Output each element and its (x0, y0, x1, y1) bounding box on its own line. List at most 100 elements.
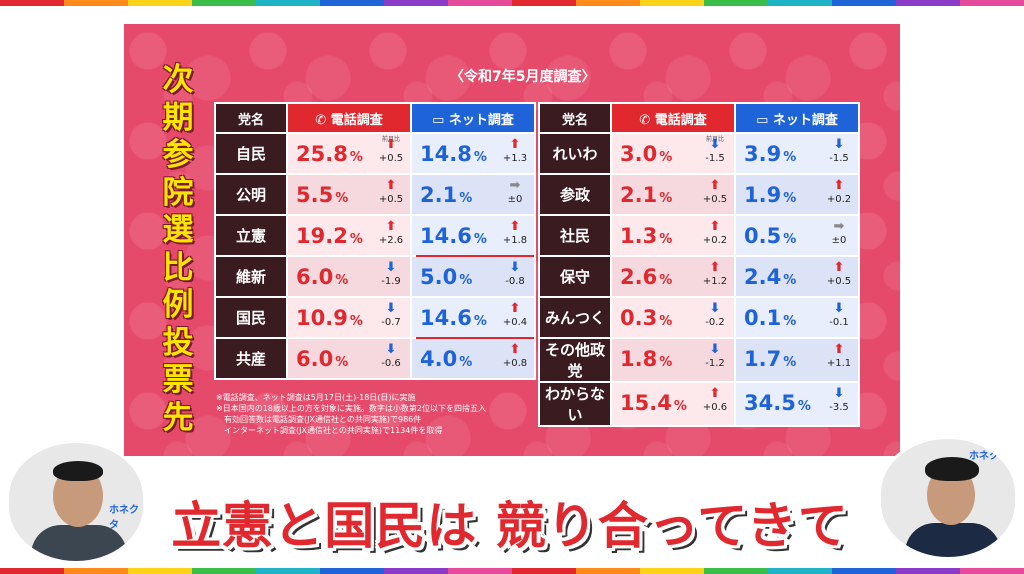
stripe-segment (64, 0, 128, 6)
phone-change: ⬆ +1.2 (702, 261, 728, 289)
phone-value-cell: 10.9% ⬇ -0.7 (288, 298, 410, 337)
party-name: れいわ (540, 134, 610, 173)
header-net-label: ネット調査 (448, 112, 514, 128)
percent-sign: % (783, 273, 797, 288)
change-note: 前月比 (381, 136, 400, 143)
percent-sign: % (349, 314, 363, 329)
stripe-segment (128, 568, 192, 574)
net-diff: -1.5 (829, 153, 849, 164)
phone-value-cell: 2.1% ⬆ +0.5 (612, 175, 734, 214)
net-percent: 2.1% (420, 183, 472, 207)
poll-table-right-body: れいわ 3.0% 前月比 ⬇ -1.5 3.9% ⬇ -1.5 参政 2.1% ⬆ +0.5 1.9% ⬆… (540, 134, 858, 425)
table-row: 社民 1.3% ⬆ +0.2 0.5% ➡ ±0 (540, 216, 858, 255)
percent-sign: % (783, 314, 797, 329)
net-change: ➡ ±0 (502, 179, 528, 207)
footnote-line: ※電話調査、ネット調査は5月17日(土)-18日(日)に実施 (216, 393, 416, 402)
guest-hair (53, 461, 103, 481)
phone-change: ⬇ -0.7 (378, 302, 404, 330)
arrow-up-icon: ⬆ (385, 137, 397, 152)
arrow-up-icon: ⬆ (509, 137, 521, 152)
arrow-down-icon: ⬇ (385, 342, 397, 357)
stripe-segment (384, 0, 448, 6)
poll-table-left-body: 自民 25.8% 前月比 ⬆ +0.5 14.8% ⬆ +1.3 公明 5.5% ⬆ +0.5 2.1%… (216, 134, 534, 378)
net-value-cell: 0.1% ⬇ -0.1 (736, 298, 858, 337)
caption-bar: 立憲と国民は 競り合ってきて (150, 486, 870, 558)
phone-diff: -0.6 (381, 358, 401, 369)
net-change: ⬇ -0.1 (826, 302, 852, 330)
phone-value-cell: 6.0% ⬇ -0.6 (288, 339, 410, 378)
net-diff: +1.1 (826, 358, 852, 369)
highlight-underline-kokumin (416, 337, 534, 339)
party-name: 社民 (540, 216, 610, 255)
net-change: ⬆ +1.1 (826, 343, 852, 371)
net-change: ⬆ +1.3 (502, 138, 528, 166)
title-char: 例 (162, 287, 194, 323)
percent-sign: % (473, 314, 487, 329)
title-char: 票 (162, 362, 194, 398)
stripe-segment (256, 568, 320, 574)
net-percent-value: 0.5 (744, 224, 782, 248)
net-value-cell: 3.9% ⬇ -1.5 (736, 134, 858, 173)
net-value-cell: 5.0% ⬇ -0.8 (412, 257, 534, 296)
phone-percent-value: 5.5 (296, 183, 334, 207)
net-percent-value: 14.6 (420, 306, 472, 330)
net-percent: 2.4% (744, 265, 796, 289)
phone-change: ⬆ +2.6 (378, 220, 404, 248)
phone-diff: +0.5 (378, 194, 404, 205)
phone-percent-value: 0.3 (620, 306, 658, 330)
percent-sign: % (473, 150, 487, 165)
percent-sign: % (659, 150, 673, 165)
host-camera-right: ホネクタ (878, 436, 1018, 560)
stripe-segment (896, 0, 960, 6)
stripe-segment (512, 0, 576, 6)
percent-sign: % (335, 273, 349, 288)
stripe-segment (960, 0, 1024, 6)
header-net-label: ネット調査 (772, 112, 838, 128)
percent-sign: % (335, 355, 349, 370)
title-char: 院 (162, 174, 194, 211)
net-percent: 14.6% (420, 306, 487, 330)
arrow-up-icon: ⬆ (509, 219, 521, 234)
table-row: 公明 5.5% ⬆ +0.5 2.1% ➡ ±0 (216, 175, 534, 214)
guest-body (31, 525, 127, 561)
net-value-cell: 14.8% ⬆ +1.3 (412, 134, 534, 173)
phone-percent-value: 6.0 (296, 347, 334, 371)
table-row: れいわ 3.0% 前月比 ⬇ -1.5 3.9% ⬇ -1.5 (540, 134, 858, 173)
poll-table-left: 党名 ✆ 電話調査 ▭ ネット調査 自民 25.8% 前月比 ⬆ +0.5 14.8% ⬆ +… (214, 102, 536, 380)
host-hair (925, 457, 979, 481)
stripe-segment (576, 0, 640, 6)
phone-change: ⬆ +0.5 (378, 179, 404, 207)
phone-diff: +1.2 (702, 276, 728, 287)
phone-percent: 2.6% (620, 265, 672, 289)
net-percent: 14.8% (420, 142, 487, 166)
arrow-down-icon: ⬇ (709, 301, 721, 316)
phone-icon: ✆ (315, 112, 331, 128)
net-diff: +1.8 (502, 235, 528, 246)
table-header-row: 党名 ✆ 電話調査 ▭ ネット調査 (540, 104, 858, 132)
percent-sign: % (349, 150, 363, 165)
net-diff: +0.5 (826, 276, 852, 287)
arrow-down-icon: ⬇ (709, 342, 721, 357)
phone-percent-value: 25.8 (296, 142, 348, 166)
phone-percent-value: 10.9 (296, 306, 348, 330)
phone-percent: 10.9% (296, 306, 363, 330)
party-name: 維新 (216, 257, 286, 296)
percent-sign: % (783, 191, 797, 206)
arrow-up-icon: ⬆ (709, 178, 721, 193)
table-row: 維新 6.0% ⬇ -1.9 5.0% ⬇ -0.8 (216, 257, 534, 296)
phone-percent-value: 1.3 (620, 224, 658, 248)
net-percent-value: 14.6 (420, 224, 472, 248)
stripe-segment (640, 568, 704, 574)
table-header-row: 党名 ✆ 電話調査 ▭ ネット調査 (216, 104, 534, 132)
percent-sign: % (659, 191, 673, 206)
percent-sign: % (459, 273, 473, 288)
stripe-segment (704, 568, 768, 574)
net-percent: 4.0% (420, 347, 472, 371)
stripe-segment (0, 0, 64, 6)
arrow-up-icon: ⬆ (709, 260, 721, 275)
net-change: ⬇ -0.8 (502, 261, 528, 289)
arrow-up-icon: ⬆ (509, 342, 521, 357)
net-percent-value: 34.5 (744, 391, 796, 415)
stripe-segment (320, 568, 384, 574)
arrow-flat-icon: ➡ (509, 178, 521, 193)
